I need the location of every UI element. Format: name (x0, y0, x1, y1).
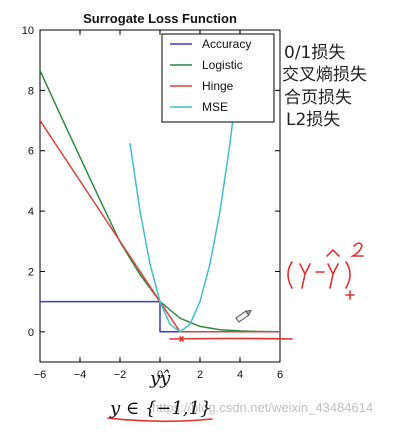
red-squared-error-bracket-right (345, 261, 351, 289)
chart-title: Surrogate Loss Function (83, 11, 237, 26)
legend-label-hinge: Hinge (202, 79, 234, 93)
pencil-icon (235, 309, 253, 323)
side-label-l2-loss: L2损失 (286, 110, 341, 130)
formula-underline-stroke (107, 417, 213, 423)
x-tick-label: 4 (237, 369, 243, 381)
y-tick-label: 4 (28, 206, 34, 218)
x-tick-label: −6 (34, 369, 47, 381)
red-squared-error-bracket-left (287, 261, 293, 289)
side-label-hinge-loss: 合页损失 (284, 88, 352, 108)
x-tick-label: −2 (114, 369, 127, 381)
label-domain-formula: y ∈ {−1,1} (110, 398, 212, 419)
legend-label-logistic: Logistic (202, 58, 243, 72)
side-label-zero-one-loss: 0/1损失 (284, 43, 346, 63)
axis-ticks: −6 −4 −2 0 2 4 6 0 2 4 6 8 10 (22, 25, 283, 381)
red-underline-stroke (169, 337, 293, 340)
handwriting-annotations (107, 242, 364, 423)
y-tick-label: 6 (28, 146, 34, 158)
watermark: https://blog.csdn.net/weixin_43484614 (152, 400, 374, 415)
legend-label-mse: MSE (202, 100, 228, 114)
y-tick-label: 8 (28, 85, 34, 97)
red-small-mark (179, 336, 184, 342)
red-squared-error-exponent (349, 242, 364, 257)
y-tick-label: 10 (22, 25, 34, 37)
y-tick-label: 2 (28, 266, 34, 278)
legend-label-accuracy: Accuracy (202, 37, 251, 51)
side-label-cross-entropy-loss: 交叉熵损失 (282, 65, 367, 85)
red-squared-error-y (299, 263, 311, 289)
y-tick-label: 0 (28, 327, 34, 339)
red-squared-error-underline (345, 290, 355, 300)
x-tick-label: −4 (74, 369, 87, 381)
legend: Accuracy Logistic Hinge MSE (161, 33, 275, 123)
red-squared-error-yhat (326, 248, 340, 289)
x-tick-label: 6 (277, 369, 283, 381)
series-lines (40, 60, 280, 333)
x-tick-label: 2 (197, 369, 203, 381)
series-line-mse (129, 60, 241, 333)
x-axis-formula: yŷ (150, 368, 171, 389)
x-tick-label: 0 (157, 369, 163, 381)
